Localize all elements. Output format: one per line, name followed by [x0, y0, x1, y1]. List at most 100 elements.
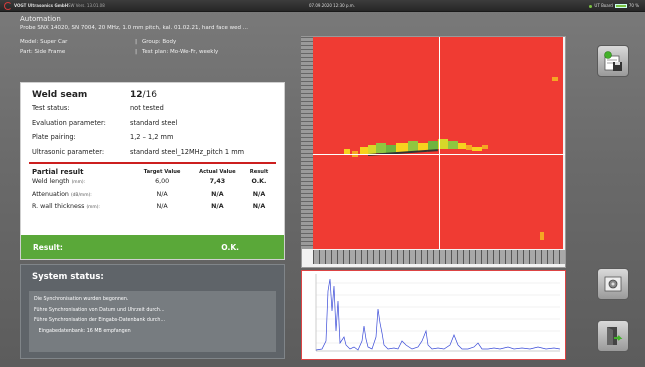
row-label: Weld length (mm): — [32, 178, 86, 186]
scan-cell — [448, 141, 458, 149]
test-status-row: Test status: not tested — [32, 101, 273, 116]
partial-result-table: Partial result Target Value Actual Value… — [32, 168, 273, 214]
camera-settings-icon — [604, 276, 622, 292]
software-version: SW Vers. 13.01.08 — [68, 3, 105, 8]
section-divider — [29, 162, 276, 164]
model-row: Model: Super Car | Group: Body — [20, 37, 290, 47]
mode-title: Automation — [20, 15, 61, 23]
save-report-button[interactable] — [597, 45, 629, 77]
crosshair-vertical[interactable] — [439, 37, 440, 249]
scan-cell — [458, 143, 466, 149]
a-scan-plot — [301, 270, 566, 360]
scan-cell — [344, 149, 350, 155]
column-target-value: Target Value — [143, 168, 181, 175]
battery-icon — [614, 4, 627, 8]
ultrasonic-parameter-value: standard steel_12MHz_pitch 1 mm — [130, 147, 245, 156]
scan-cell — [368, 145, 376, 154]
scan-cell — [540, 232, 544, 240]
scan-cell — [438, 139, 448, 149]
evaluation-parameter-label: Evaluation parameter: — [32, 118, 106, 127]
scan-cell — [482, 145, 488, 149]
log-line: Führe Synchronisation von Datum und Uhrz… — [34, 307, 165, 313]
partial-result-title: Partial result — [32, 167, 84, 176]
battery-level: 70 % — [628, 3, 639, 8]
scan-cell — [428, 141, 438, 151]
board-status: UT Board 70 % — [589, 0, 639, 12]
test-status-label: Test status: — [32, 104, 70, 113]
c-scan-vertical-ruler — [301, 37, 313, 249]
scan-cell — [472, 147, 482, 151]
inspection-header: Automation Probe SNX 14020, SN 7004, 20 … — [20, 15, 290, 57]
target-value: N/A — [156, 190, 168, 198]
date-time: 07.09.2020 12:30 p.m. — [309, 3, 355, 8]
plate-pairing-row: Plate pairing: 1,2 – 1,2 mm — [32, 130, 273, 145]
separator: | — [135, 49, 137, 55]
probe-info: Probe SNX 14020, SN 7004, 20 MHz, 1.0 mm… — [20, 25, 249, 31]
result-value: N/A — [252, 203, 266, 211]
part-label: Part: Side Frame — [20, 49, 66, 55]
scan-cell — [552, 77, 558, 81]
system-status-log: Die Synchronisation wurden begonnen. Füh… — [29, 291, 276, 352]
actual-value: N/A — [211, 190, 224, 198]
testplan-label: Test plan: Mo-We-Fr, weekly — [142, 49, 219, 55]
table-row: Attenuation (dB/mm): N/A N/A N/A — [32, 188, 273, 201]
log-line: Die Synchronisation wurden begonnen. — [34, 297, 129, 302]
group-label: Group: Body — [142, 39, 177, 45]
scan-cell — [396, 143, 408, 153]
scan-cell — [386, 145, 396, 154]
table-row: R. wall thickness (mm): N/A N/A N/A — [32, 201, 273, 214]
weld-seam-title: Weld seam — [32, 89, 88, 100]
top-status-bar: VOGT Ultrasonics GmbH SW Vers. 13.01.08 … — [0, 0, 645, 12]
plate-pairing-value: 1,2 – 1,2 mm — [130, 133, 174, 142]
result-bar: Result: O.K. — [21, 235, 284, 259]
system-status-panel: System status: Die Synchronisation wurde… — [20, 264, 285, 359]
row-label: Attenuation (dB/mm): — [32, 190, 92, 198]
a-scan-signal — [315, 278, 561, 351]
result-value: O.K. — [251, 178, 267, 186]
plate-pairing-label: Plate pairing: — [32, 133, 76, 142]
settings-button[interactable] — [597, 268, 629, 300]
part-row: Part: Side Frame | Test plan: Mo-We-Fr, … — [20, 47, 290, 57]
evaluation-parameter-value: standard steel — [130, 118, 178, 127]
scan-cell — [408, 141, 418, 152]
weld-seam-title-row: Weld seam 12/16 — [32, 88, 273, 101]
company-name: VOGT Ultrasonics GmbH — [14, 3, 69, 8]
scan-cell — [360, 147, 368, 154]
result-value: N/A — [252, 190, 266, 198]
column-result: Result — [249, 168, 269, 175]
exit-button[interactable] — [597, 320, 629, 352]
result-label: Result: — [33, 242, 63, 252]
save-report-icon — [604, 51, 622, 71]
board-status-dot-icon — [589, 4, 593, 8]
separator: | — [135, 39, 137, 45]
test-status-value: not tested — [130, 104, 164, 113]
board-label: UT Board — [594, 3, 613, 8]
weld-seam-panel: Weld seam 12/16 Test status: not tested … — [20, 82, 285, 260]
target-value: N/A — [156, 203, 168, 211]
result-value: O.K. — [221, 242, 239, 252]
scan-cell — [418, 143, 428, 152]
ultrasonic-parameter-row: Ultrasonic parameter: standard steel_12M… — [32, 145, 273, 160]
system-status-title: System status: — [32, 272, 104, 282]
log-line: Führe Synchronisation der Eingabs-Datenb… — [34, 318, 166, 323]
exit-door-icon — [607, 327, 623, 345]
model-label: Model: Super Car — [20, 39, 68, 45]
target-value: 6,00 — [155, 178, 170, 186]
scan-cell — [466, 145, 472, 150]
a-scan-svg — [315, 274, 561, 352]
column-actual-value: Actual Value — [199, 168, 236, 175]
company-logo-icon — [4, 2, 12, 10]
c-scan-horizontal-ruler — [313, 250, 565, 264]
crosshair-horizontal[interactable] — [313, 154, 565, 155]
row-label: R. wall thickness (mm): — [32, 203, 100, 211]
actual-value: 7,43 — [209, 178, 226, 186]
a-scan-grid — [316, 282, 560, 344]
actual-value: N/A — [211, 203, 224, 211]
c-scan-image[interactable] — [304, 37, 563, 249]
ultrasonic-parameter-label: Ultrasonic parameter: — [32, 147, 105, 156]
table-row: Weld length (mm): 6,00 7,43 O.K. — [32, 176, 273, 189]
log-line: Eingabedatenbank: 16 MB empfangen — [34, 328, 131, 334]
evaluation-parameter-row: Evaluation parameter: standard steel — [32, 116, 273, 131]
scan-cell — [376, 143, 386, 153]
weld-seam-counter: 12/16 — [130, 89, 158, 100]
